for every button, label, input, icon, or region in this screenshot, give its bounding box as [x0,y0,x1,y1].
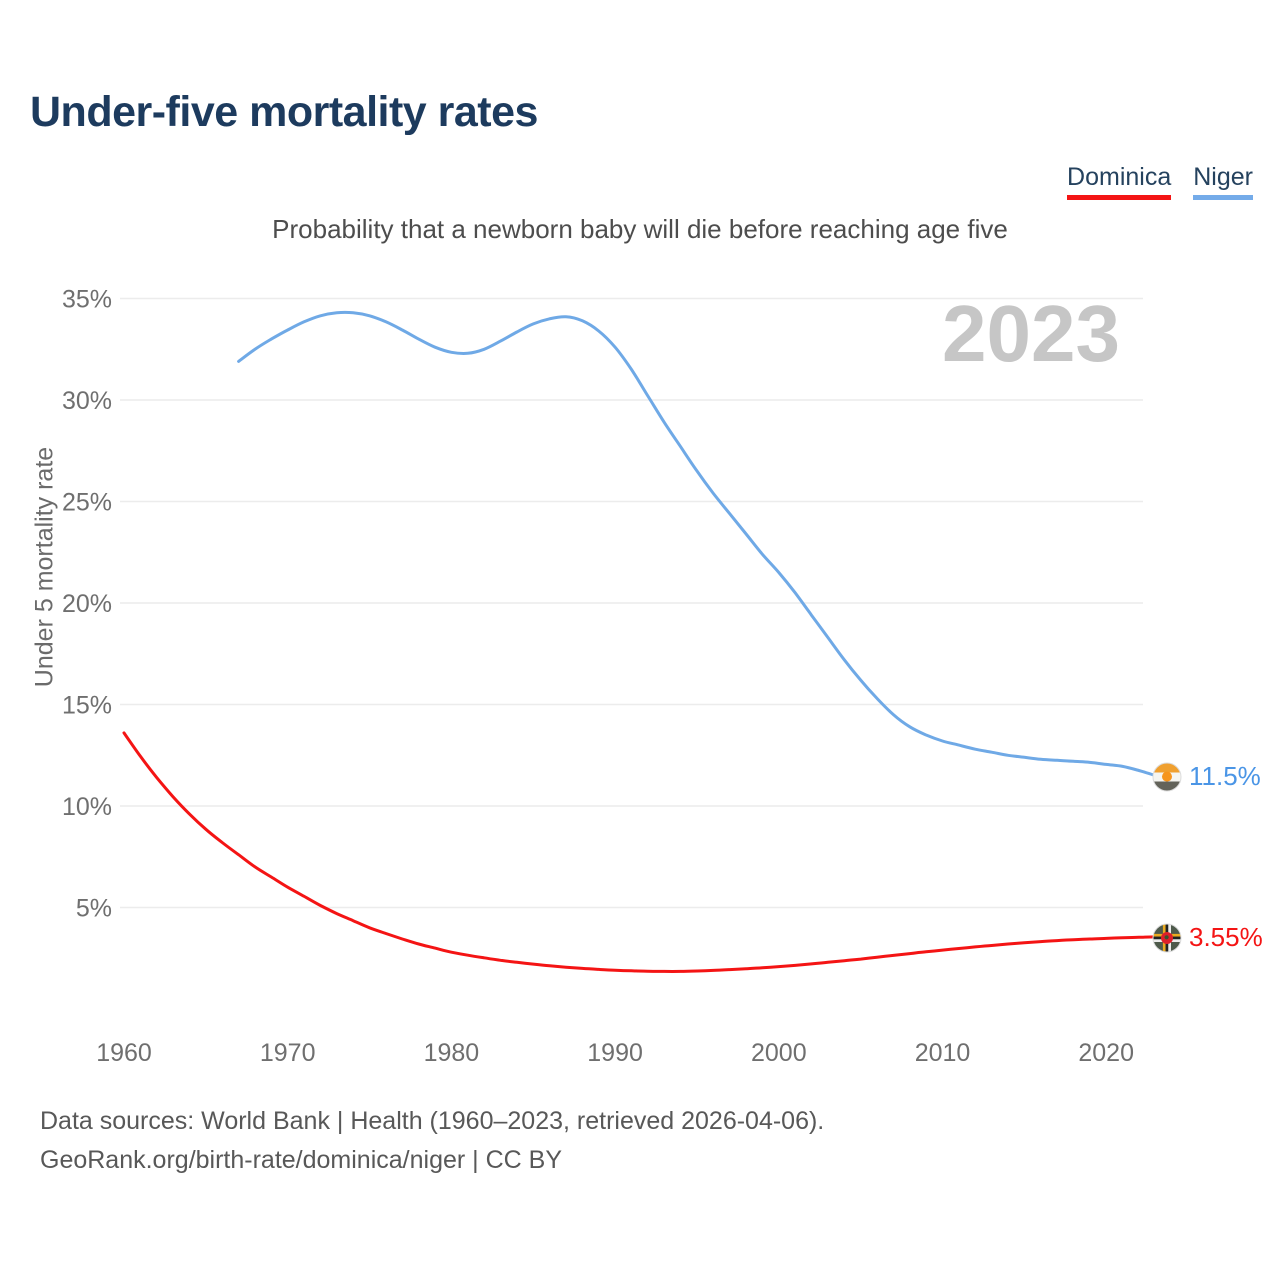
year-watermark: 2023 [942,289,1120,378]
x-tick-label: 2010 [915,1039,971,1067]
series-line-niger [237,310,1157,777]
y-tick-label: 30% [62,387,112,415]
x-tick-label: 1960 [96,1039,152,1067]
footer-link-line: GeoRank.org/birth-rate/dominica/niger | … [40,1146,562,1174]
x-tick-label: 2020 [1078,1039,1134,1067]
x-tick-label: 1980 [424,1039,480,1067]
y-tick-label: 35% [62,286,112,314]
y-axis-title: Under 5 mortality rate [30,446,59,688]
y-tick-label: 15% [62,692,112,720]
legend-item-niger[interactable]: Niger [1193,163,1253,200]
legend: Dominica Niger [1067,163,1253,200]
niger-end-label: 11.5% [1152,761,1261,792]
y-tick-label: 5% [76,895,112,923]
chart-subtitle: Probability that a newborn baby will die… [272,214,1008,244]
x-tick-label: 1970 [260,1039,316,1067]
y-tick-label: 10% [62,793,112,821]
y-tick-label: 25% [62,489,112,517]
legend-item-dominica[interactable]: Dominica [1067,163,1172,200]
niger-flag-icon [1152,762,1182,791]
dominica-end-value: 3.55% [1189,922,1263,952]
dominica-end-label: 3.55% [1152,922,1263,953]
page-title: Under-five mortality rates [30,88,538,136]
x-tick-label: 2000 [751,1039,807,1067]
y-tick-label: 20% [62,590,112,618]
dominica-flag-icon [1152,923,1182,952]
x-tick-label: 1990 [587,1039,643,1067]
niger-end-value: 11.5% [1189,761,1261,791]
footer: Data sources: World Bank | Health (1960–… [40,1102,824,1180]
footer-source-line: Data sources: World Bank | Health (1960–… [40,1107,825,1135]
series-line-dominica [122,731,1157,973]
